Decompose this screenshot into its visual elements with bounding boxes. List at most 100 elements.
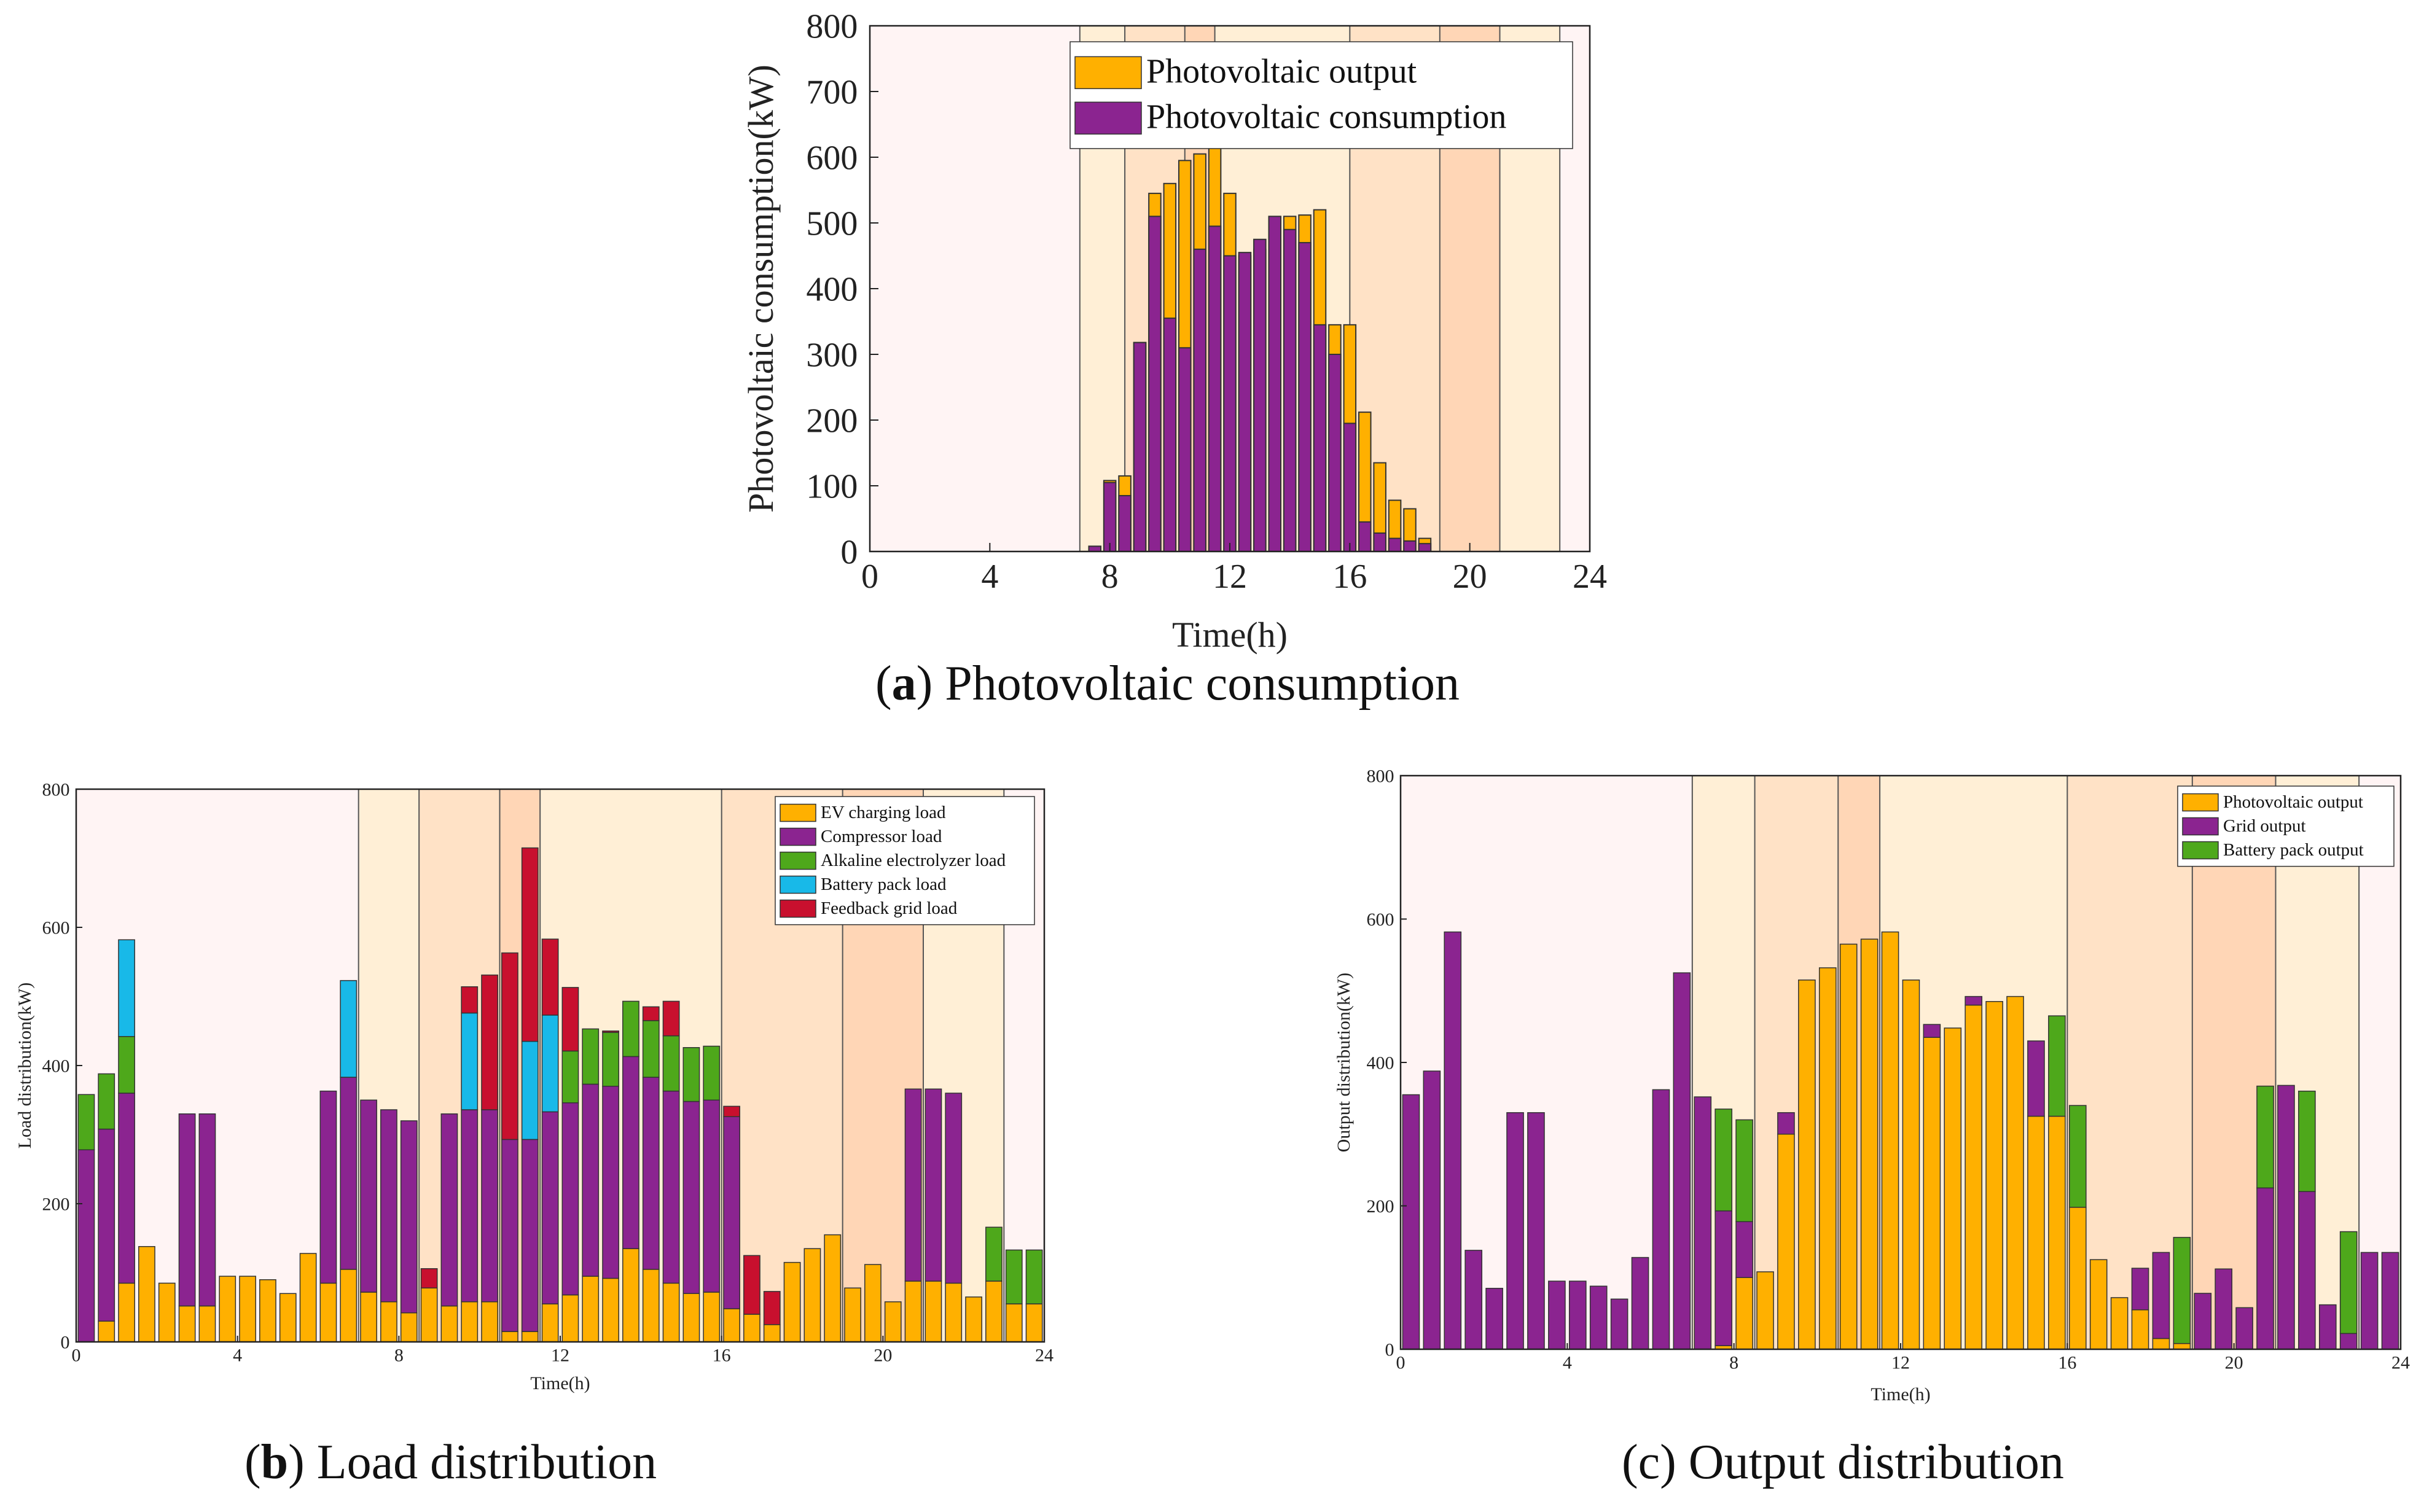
bar [1985, 1001, 2003, 1350]
bar [703, 1099, 721, 1293]
y-tick-label: 400 [42, 1056, 70, 1077]
bar [1403, 540, 1417, 553]
bar [440, 1305, 458, 1342]
bar [1944, 1027, 1962, 1350]
x-tick-label: 8 [1729, 1353, 1738, 1373]
bar [178, 1305, 196, 1342]
bar [1673, 972, 1691, 1350]
bar [824, 1234, 842, 1342]
bar [1527, 1112, 1545, 1350]
bar [925, 1088, 942, 1282]
legend-label: Feedback grid load [821, 898, 958, 918]
bar [2068, 1207, 2087, 1350]
bar [723, 1105, 740, 1117]
bar [98, 1073, 115, 1130]
bar [1418, 543, 1432, 552]
bar [2110, 1297, 2129, 1350]
bar [2381, 1252, 2399, 1350]
bar [2235, 1307, 2253, 1350]
bar [541, 1111, 559, 1304]
y-tick-label: 600 [1367, 910, 1394, 930]
bar [1253, 238, 1267, 552]
bar [1358, 521, 1372, 552]
x-tick-label: 24 [2391, 1353, 2410, 1373]
bar [1881, 931, 1899, 1350]
bar [481, 1301, 498, 1342]
y-tick-label: 800 [1367, 766, 1394, 787]
y-tick-label: 0 [61, 1333, 70, 1353]
bar [481, 974, 498, 1110]
bar [602, 1086, 619, 1279]
bar [642, 1269, 660, 1342]
y-axis-label: Load distribution(kW) [15, 983, 35, 1149]
bar [1610, 1298, 1628, 1350]
y-tick-label: 0 [1385, 1340, 1394, 1360]
bar [723, 1308, 740, 1342]
bar [1118, 495, 1132, 552]
bar [1005, 1303, 1023, 1342]
y-tick-label: 400 [1367, 1053, 1394, 1074]
bar [2298, 1090, 2316, 1192]
bar [1506, 1112, 1524, 1350]
x-tick-label: 24 [1035, 1346, 1054, 1366]
zone-band [2067, 776, 2192, 1349]
x-tick-label: 4 [233, 1346, 242, 1366]
bar [1388, 537, 1402, 552]
bar [703, 1045, 721, 1101]
bar [985, 1226, 1003, 1282]
legend-label: Photovoltaic output [2223, 792, 2363, 812]
bar [561, 1102, 579, 1296]
bar [461, 986, 479, 1014]
bar [319, 1282, 337, 1342]
bar [2089, 1259, 2108, 1350]
bar [501, 952, 518, 1140]
bar [158, 1282, 176, 1342]
bar [420, 1268, 438, 1288]
y-tick-label: 200 [42, 1194, 70, 1215]
bar [1133, 341, 1147, 552]
bar [682, 1293, 700, 1342]
x-axis-label: Time(h) [1871, 1384, 1930, 1405]
bar [1444, 931, 1462, 1350]
bar [1694, 1096, 1712, 1350]
chart-load-distribution: 0 4 8 12 16 20 24 0 200 400 600 800 Time(h) Load dist… [15, 780, 1054, 1394]
bar [803, 1248, 821, 1342]
bar [461, 1109, 479, 1303]
bar [2068, 1105, 2087, 1208]
caption-b: (b) Load distribution [244, 1435, 657, 1489]
bar [1568, 1280, 1587, 1350]
y-tick-label: 100 [806, 468, 858, 506]
bar [1923, 1037, 1941, 1350]
bar [965, 1296, 982, 1342]
bar [1839, 943, 1858, 1350]
bar [461, 1301, 479, 1342]
bar [1298, 242, 1312, 552]
bar [2215, 1268, 2233, 1350]
bar [2277, 1085, 2295, 1350]
x-tick-label: 20 [2225, 1353, 2243, 1373]
bar [662, 1282, 680, 1342]
bar [1343, 423, 1357, 552]
bar [602, 1031, 619, 1033]
bar [2048, 1115, 2066, 1350]
bar [521, 847, 539, 1042]
x-tick-label: 20 [874, 1346, 892, 1366]
x-tick-label: 24 [1573, 558, 1607, 596]
bar [2318, 1304, 2337, 1350]
bar [1777, 1112, 1795, 1135]
caption-c: (c) Output distribution [1622, 1435, 2064, 1489]
bar [945, 1282, 963, 1342]
bar [340, 1077, 358, 1270]
bar [1283, 228, 1297, 552]
bar [1088, 545, 1102, 553]
y-axis-label: Photovoltaic consumption(kW) [741, 64, 781, 513]
bar [1103, 481, 1117, 553]
bar [1756, 1271, 1774, 1350]
y-tick-label: 400 [806, 271, 858, 309]
bar [279, 1293, 297, 1342]
legend-swatch [780, 875, 816, 894]
bar [582, 1276, 600, 1342]
bar [1313, 324, 1327, 552]
bar [521, 1139, 539, 1332]
bar [864, 1264, 882, 1342]
